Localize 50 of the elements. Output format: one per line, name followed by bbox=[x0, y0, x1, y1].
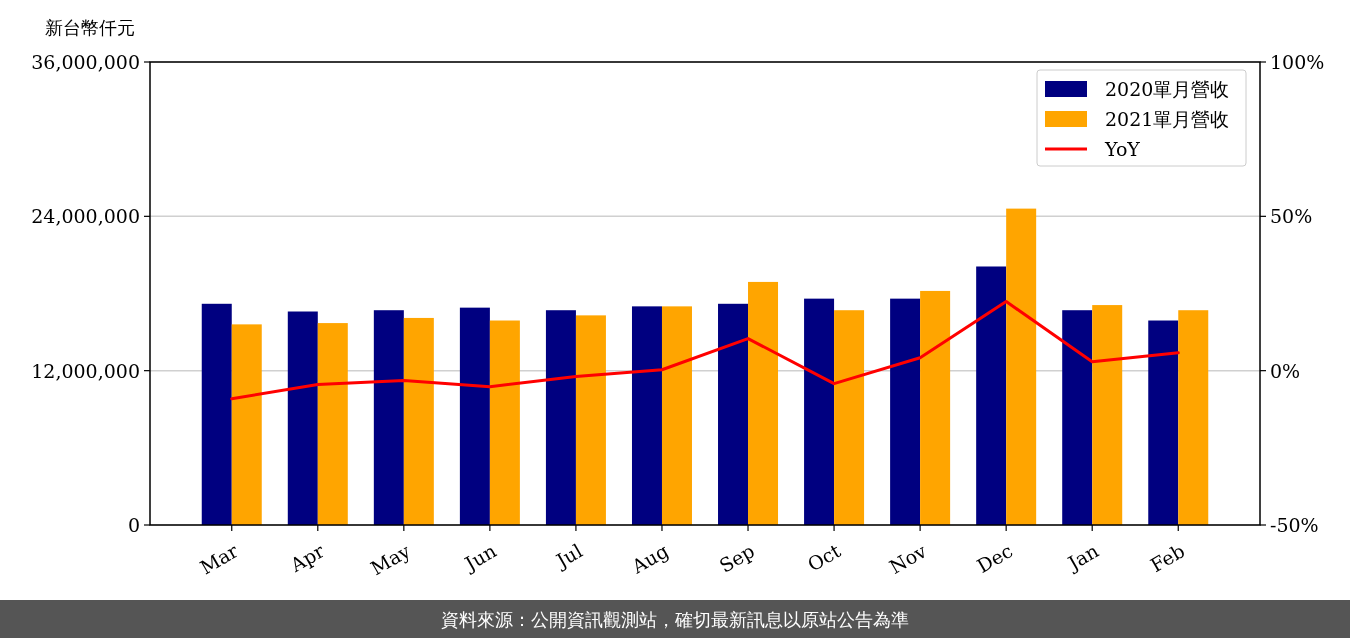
bar bbox=[317, 323, 348, 525]
x-tick-label: Aug bbox=[627, 539, 672, 579]
bar bbox=[1178, 310, 1209, 525]
bar bbox=[459, 307, 490, 525]
legend-label: YoY bbox=[1104, 138, 1141, 160]
x-tick-label: Apr bbox=[285, 538, 329, 577]
bar bbox=[373, 310, 404, 525]
legend-label: 2020單月營收 bbox=[1105, 78, 1230, 100]
bar bbox=[1148, 320, 1179, 525]
y2-tick-label: 50% bbox=[1270, 205, 1313, 228]
y-tick-label: 24,000,000 bbox=[31, 205, 140, 228]
bar bbox=[1006, 208, 1037, 525]
bar bbox=[1092, 305, 1123, 525]
y-tick-label: 0 bbox=[127, 514, 140, 536]
bar bbox=[976, 266, 1007, 525]
source-note: 資料來源：公開資訊觀測站，確切最新訊息以原站公告為準 bbox=[441, 609, 909, 630]
bar bbox=[1062, 310, 1093, 525]
y-tick-label: 12,000,000 bbox=[31, 359, 140, 382]
bar bbox=[718, 303, 749, 525]
bar bbox=[748, 281, 779, 525]
x-tick-label: Sep bbox=[715, 539, 759, 577]
bar bbox=[834, 310, 865, 525]
bar bbox=[287, 311, 318, 525]
bar bbox=[403, 317, 434, 525]
bar bbox=[231, 324, 262, 525]
x-tick-label: Nov bbox=[885, 539, 931, 578]
x-tick-label: Oct bbox=[803, 539, 845, 576]
bar bbox=[661, 306, 692, 525]
y2-tick-label: -50% bbox=[1270, 514, 1319, 536]
x-tick-label: Feb bbox=[1146, 539, 1189, 577]
x-tick-label: Mar bbox=[196, 538, 243, 579]
bar bbox=[804, 298, 835, 525]
y-tick-label: 36,000,000 bbox=[31, 51, 140, 73]
bar bbox=[545, 310, 576, 525]
x-tick-label: Dec bbox=[973, 539, 1017, 578]
x-tick-label: Jun bbox=[459, 539, 500, 576]
y2-tick-label: 0% bbox=[1270, 359, 1301, 382]
x-tick-label: May bbox=[366, 539, 415, 580]
bar bbox=[890, 298, 921, 525]
y-axis-title: 新台幣仟元 bbox=[45, 17, 135, 38]
bar bbox=[201, 303, 232, 525]
bar bbox=[631, 306, 662, 525]
bar bbox=[920, 290, 951, 525]
bar bbox=[575, 315, 606, 525]
bar bbox=[489, 320, 520, 525]
x-tick-label: Jul bbox=[550, 539, 586, 573]
line-series bbox=[230, 300, 1180, 401]
y2-tick-label: 100% bbox=[1270, 51, 1325, 73]
legend-label: 2021單月營收 bbox=[1105, 108, 1230, 130]
x-tick-label: Jan bbox=[1062, 539, 1103, 576]
